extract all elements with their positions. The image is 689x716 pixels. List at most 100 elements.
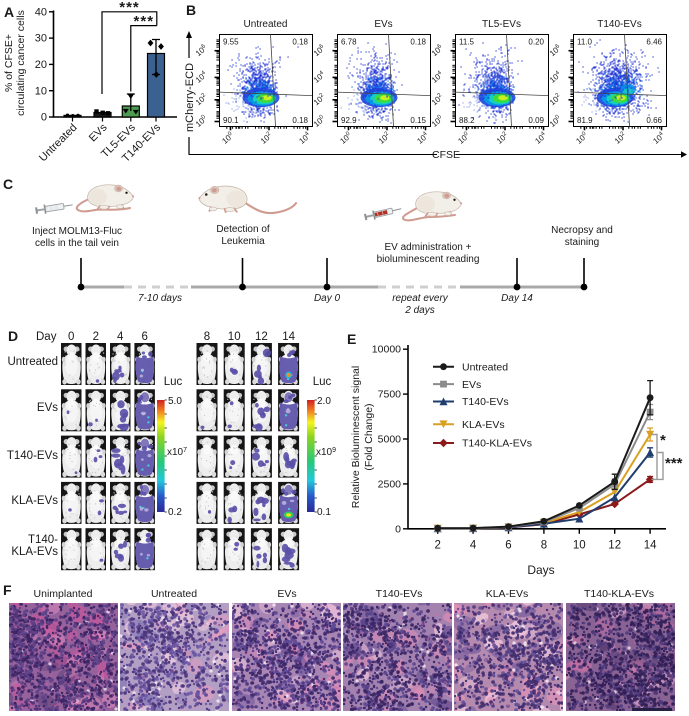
svg-text:***: *** [119,0,140,16]
svg-text:Necropsy and: Necropsy and [551,225,613,236]
svg-text:T140-EVs: T140-EVs [462,396,509,408]
svg-text:0: 0 [395,523,401,535]
svg-text:cells in the tail vein: cells in the tail vein [35,238,119,249]
svg-text:102: 102 [194,92,209,107]
svg-text:104: 104 [533,130,549,145]
svg-text:11.5: 11.5 [459,38,475,47]
svg-text:100: 100 [548,114,563,129]
svg-text:5000: 5000 [378,434,402,446]
svg-text:0.18: 0.18 [292,38,308,47]
svg-text:9.55: 9.55 [223,38,239,47]
svg-text:KLA-EVs: KLA-EVs [11,546,58,558]
svg-text:EVs: EVs [374,19,392,30]
svg-text:B: B [186,2,196,18]
svg-text:2500: 2500 [378,478,402,490]
svg-text:E: E [347,331,356,347]
svg-text:KLA-EVs: KLA-EVs [11,495,58,507]
svg-text:0.2: 0.2 [168,507,182,518]
svg-text:88.2: 88.2 [459,116,475,125]
svg-text:104: 104 [430,69,446,84]
svg-text:14: 14 [282,331,295,343]
svg-text:Relative Bioluminescent signal: Relative Bioluminescent signal [350,366,362,508]
svg-text:CFSE: CFSE [432,149,460,161]
svg-text:F: F [3,582,12,598]
svg-text:0.15: 0.15 [410,116,426,125]
svg-text:EVs: EVs [462,379,481,391]
svg-text:x109: x109 [316,447,336,458]
svg-text:11.0: 11.0 [577,38,593,47]
svg-text:Luc: Luc [313,376,332,388]
svg-text:0: 0 [68,331,74,343]
svg-text:2: 2 [93,331,99,343]
svg-text:T140-EVs: T140-EVs [376,588,423,600]
svg-text:Days: Days [527,563,554,577]
svg-text:mCherry-ECD: mCherry-ECD [184,63,196,132]
svg-text:Day 0: Day 0 [314,293,341,304]
svg-text:100: 100 [220,131,235,146]
svg-text:Untreated: Untreated [7,356,58,368]
svg-text:12: 12 [608,539,621,551]
svg-text:0.1: 0.1 [317,507,331,518]
svg-text:Day 14: Day 14 [501,293,533,304]
svg-text:circulating cancer cells: circulating cancer cells [15,10,27,116]
svg-text:102: 102 [430,92,445,107]
svg-text:*: * [660,432,666,449]
svg-text:2 days: 2 days [404,305,434,316]
svg-text:102: 102 [495,131,510,146]
svg-text:EVs: EVs [277,588,296,600]
svg-text:0.20: 0.20 [528,38,544,47]
svg-text:92.9: 92.9 [341,116,357,125]
svg-text:C: C [3,176,13,192]
svg-text:104: 104 [297,130,313,145]
svg-text:***: *** [134,13,155,30]
svg-text:7500: 7500 [378,389,402,401]
svg-text:Untreated: Untreated [151,588,197,600]
svg-text:x107: x107 [167,447,187,458]
svg-text:Untreated: Untreated [37,122,80,165]
svg-text:4: 4 [470,539,477,551]
svg-text:T140-KLA-EVs: T140-KLA-EVs [584,588,654,600]
svg-text:100: 100 [338,131,353,146]
svg-text:106: 106 [430,43,445,58]
svg-text:T140-EVs: T140-EVs [7,450,58,462]
svg-text:12: 12 [255,331,268,343]
svg-text:T140-EVs: T140-EVs [597,19,641,30]
svg-text:100: 100 [574,131,589,146]
svg-text:81.9: 81.9 [577,116,593,125]
svg-text:EVs: EVs [87,121,110,144]
svg-text:8: 8 [204,331,210,343]
svg-text:10: 10 [228,331,241,343]
svg-text:106: 106 [194,43,209,58]
svg-text:102: 102 [548,92,563,107]
svg-text:104: 104 [651,130,667,145]
svg-text:6.78: 6.78 [341,38,357,47]
svg-text:102: 102 [259,131,274,146]
svg-text:staining: staining [565,237,599,248]
svg-text:(Fold Change): (Fold Change) [363,403,375,470]
svg-text:TL5-EVs: TL5-EVs [482,19,521,30]
svg-text:Untreated: Untreated [462,361,508,373]
svg-text:104: 104 [194,69,210,84]
svg-text:Untreated: Untreated [244,19,288,30]
svg-text:Leukemia: Leukemia [221,236,265,247]
svg-text:repeat every: repeat every [392,293,449,304]
svg-text:D: D [8,328,18,344]
svg-text:2: 2 [434,539,440,551]
svg-text:10: 10 [35,85,47,97]
svg-text:Luc: Luc [164,376,183,388]
svg-text:6.46: 6.46 [646,38,662,47]
svg-text:6: 6 [141,331,147,343]
svg-text:% of CFSE+: % of CFSE+ [3,34,15,92]
svg-text:0.09: 0.09 [528,116,544,125]
svg-text:104: 104 [415,130,431,145]
svg-text:0.18: 0.18 [292,116,308,125]
svg-text:14: 14 [644,539,657,551]
svg-text:KLA-EVs: KLA-EVs [462,419,505,431]
svg-text:90.1: 90.1 [223,116,239,125]
svg-text:Unimplanted: Unimplanted [34,588,93,600]
svg-text:30: 30 [35,33,47,45]
svg-text:KLA-EVs: KLA-EVs [486,588,529,600]
svg-text:bioluminescent reading: bioluminescent reading [377,254,480,265]
svg-text:10000: 10000 [372,344,401,356]
svg-text:2.0: 2.0 [317,396,331,407]
